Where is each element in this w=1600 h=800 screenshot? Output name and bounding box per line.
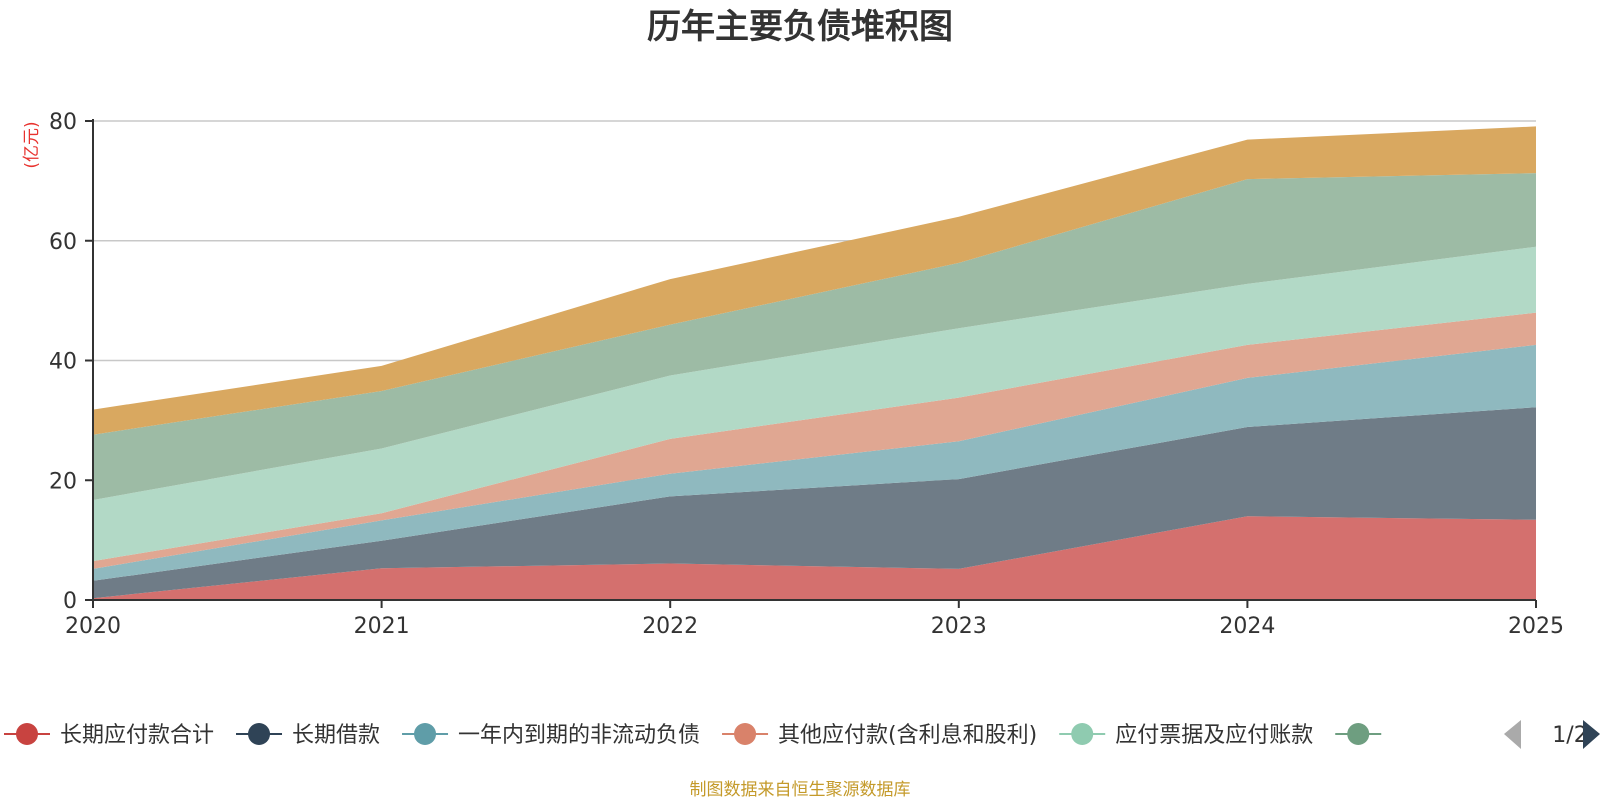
- legend-marker-icon: [1071, 723, 1094, 745]
- y-tick-label-0: 0: [63, 589, 77, 614]
- area-series-3: [93, 344, 1536, 581]
- area-series-5: [93, 246, 1536, 562]
- x-tick-label-2024: 2024: [1219, 614, 1275, 639]
- legend-marker-icon: [248, 723, 271, 745]
- area-series-7: [93, 126, 1536, 435]
- y-tick-label-60: 60: [49, 230, 77, 255]
- y-tick-label-80: 80: [49, 110, 77, 135]
- area-series-6: [93, 173, 1536, 500]
- x-tick-label-2021: 2021: [354, 614, 410, 639]
- y-axis-unit: (亿元): [22, 121, 42, 168]
- axes: 0 20 40 60 80 2020 2021 2022 2023 2024 2025: [49, 110, 1564, 639]
- y-tick-label-20: 20: [49, 469, 77, 494]
- legend-marker-icon: [734, 723, 757, 745]
- legend-item-4[interactable]: 其他应付款(含利息和股利): [722, 723, 1037, 748]
- area-series-4: [93, 312, 1536, 569]
- area-series: [93, 126, 1536, 600]
- legend-marker-icon: [414, 723, 437, 745]
- x-tick-label-2020: 2020: [65, 614, 121, 639]
- x-tick-label-2025: 2025: [1508, 614, 1564, 639]
- legend-marker-icon: [16, 723, 38, 745]
- data-source: 制图数据来自恒生聚源数据库: [690, 780, 911, 800]
- legend-label: 其他应付款(含利息和股利): [778, 723, 1037, 748]
- legend-label: 长期借款: [292, 723, 380, 748]
- legend-prev-page-icon[interactable]: [1504, 720, 1521, 749]
- x-tick-label-2023: 2023: [931, 614, 987, 639]
- area-series-1: [93, 516, 1536, 600]
- legend-label: 一年内到期的非流动负债: [458, 723, 700, 748]
- legend: 长期应付款合计 长期借款 一年内到期的非流动负债 其他应付款(含利息和股利) 应付票据及…: [4, 720, 1600, 749]
- y-tick-label-40: 40: [49, 350, 77, 375]
- legend-item-5[interactable]: 应付票据及应付账款: [1059, 723, 1313, 748]
- legend-label: 应付票据及应付账款: [1115, 723, 1313, 748]
- legend-item-6[interactable]: [1335, 723, 1382, 745]
- legend-item-3[interactable]: 一年内到期的非流动负债: [402, 723, 700, 748]
- legend-item-2[interactable]: 长期借款: [236, 723, 380, 748]
- legend-next-page-icon[interactable]: [1583, 720, 1600, 749]
- x-tick-label-2022: 2022: [642, 614, 698, 639]
- area-series-2: [93, 407, 1536, 599]
- legend-item-1[interactable]: 长期应付款合计: [4, 723, 214, 748]
- legend-page-indicator: 1/2: [1552, 723, 1587, 748]
- legend-marker-icon: [1347, 723, 1370, 745]
- legend-label: 长期应付款合计: [60, 723, 214, 748]
- chart-title: 历年主要负债堆积图: [647, 7, 953, 47]
